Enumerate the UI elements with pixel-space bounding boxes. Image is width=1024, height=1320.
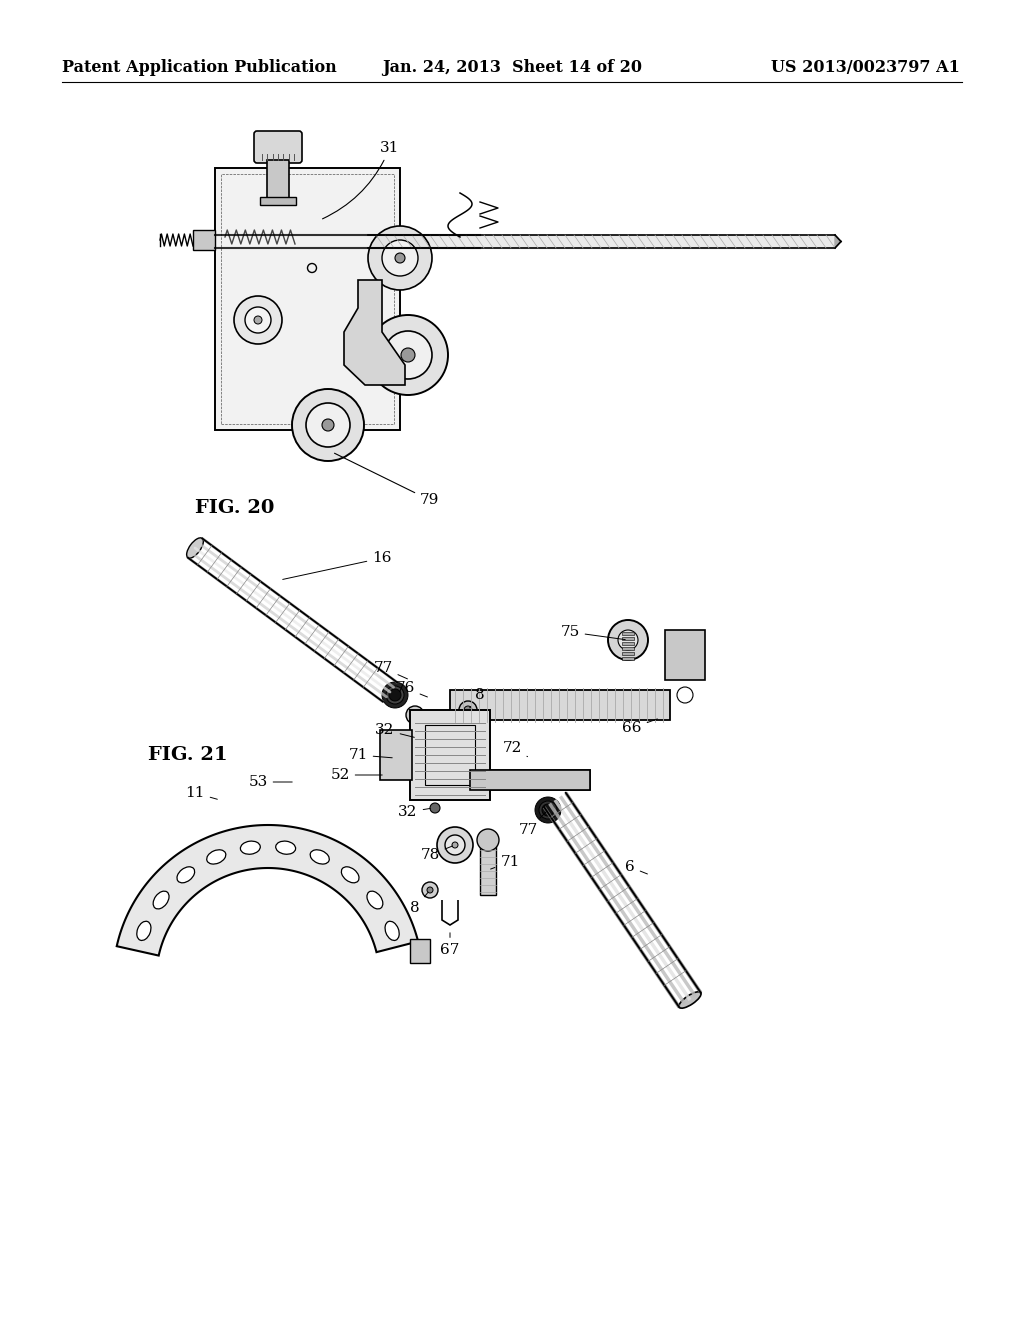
Ellipse shape <box>154 891 169 909</box>
Circle shape <box>384 331 432 379</box>
Circle shape <box>464 706 472 714</box>
Circle shape <box>292 389 364 461</box>
Text: 32: 32 <box>398 805 430 818</box>
Text: US 2013/0023797 A1: US 2013/0023797 A1 <box>771 59 961 77</box>
Ellipse shape <box>177 867 195 883</box>
Ellipse shape <box>367 891 383 909</box>
Circle shape <box>322 418 334 432</box>
Text: 71: 71 <box>348 748 392 762</box>
Circle shape <box>306 403 350 447</box>
Polygon shape <box>344 280 406 385</box>
Bar <box>490 770 590 789</box>
Text: 16: 16 <box>283 550 392 579</box>
Text: 76: 76 <box>395 681 427 697</box>
Text: FIG. 21: FIG. 21 <box>148 746 227 764</box>
Circle shape <box>677 686 693 704</box>
Text: 8: 8 <box>411 892 428 915</box>
Circle shape <box>254 315 262 323</box>
Circle shape <box>386 686 404 704</box>
Bar <box>622 638 634 640</box>
Circle shape <box>608 620 648 660</box>
Bar <box>425 725 475 785</box>
Circle shape <box>368 315 449 395</box>
Bar <box>622 657 634 660</box>
Bar <box>410 710 490 800</box>
Text: 71: 71 <box>490 855 520 869</box>
Circle shape <box>542 804 554 816</box>
Circle shape <box>445 836 465 855</box>
Circle shape <box>452 842 458 847</box>
Text: 79: 79 <box>335 453 439 507</box>
Text: 72: 72 <box>503 741 527 756</box>
Circle shape <box>539 801 557 818</box>
Bar <box>480 845 496 895</box>
Ellipse shape <box>310 850 330 865</box>
Polygon shape <box>117 825 418 956</box>
Text: 6: 6 <box>625 861 647 874</box>
Circle shape <box>411 711 419 719</box>
Ellipse shape <box>679 991 701 1008</box>
Text: 53: 53 <box>249 775 292 789</box>
Text: Patent Application Publication: Patent Application Publication <box>62 59 337 77</box>
Circle shape <box>395 253 406 263</box>
Circle shape <box>401 348 415 362</box>
Circle shape <box>234 296 282 345</box>
Bar <box>622 647 634 649</box>
Bar <box>193 230 215 249</box>
Bar <box>450 690 670 719</box>
Ellipse shape <box>186 537 204 558</box>
Polygon shape <box>835 235 841 248</box>
Text: 8: 8 <box>470 688 484 708</box>
Text: 66: 66 <box>623 719 657 735</box>
Circle shape <box>437 828 473 863</box>
Circle shape <box>618 630 638 649</box>
Circle shape <box>382 240 418 276</box>
Bar <box>260 197 296 205</box>
Bar <box>470 770 590 789</box>
Bar <box>358 235 370 248</box>
Text: 75: 75 <box>560 624 626 640</box>
Ellipse shape <box>275 841 296 854</box>
Bar <box>215 168 400 430</box>
Text: 78: 78 <box>421 846 453 862</box>
Circle shape <box>477 829 499 851</box>
Bar <box>622 632 634 635</box>
Text: 77: 77 <box>518 812 546 837</box>
Ellipse shape <box>341 867 359 883</box>
Circle shape <box>459 701 477 719</box>
Bar <box>665 630 705 680</box>
Circle shape <box>430 803 440 813</box>
Text: FIG. 20: FIG. 20 <box>195 499 274 517</box>
Text: 67: 67 <box>440 933 460 957</box>
Circle shape <box>368 226 432 290</box>
Ellipse shape <box>137 921 151 940</box>
Ellipse shape <box>207 850 226 865</box>
Bar <box>411 939 430 964</box>
Circle shape <box>422 882 438 898</box>
Ellipse shape <box>385 921 399 940</box>
Circle shape <box>382 682 408 708</box>
Ellipse shape <box>241 841 260 854</box>
Text: 32: 32 <box>376 723 415 738</box>
Text: 11: 11 <box>185 785 217 800</box>
Bar <box>267 160 289 201</box>
Circle shape <box>245 308 271 333</box>
Bar <box>622 652 634 655</box>
Circle shape <box>427 887 433 894</box>
Circle shape <box>389 689 401 701</box>
Bar <box>380 730 412 780</box>
FancyBboxPatch shape <box>254 131 302 162</box>
Text: 31: 31 <box>323 141 399 219</box>
Bar <box>622 642 634 645</box>
Circle shape <box>406 706 424 723</box>
Text: 52: 52 <box>331 768 382 781</box>
Text: Jan. 24, 2013  Sheet 14 of 20: Jan. 24, 2013 Sheet 14 of 20 <box>382 59 642 77</box>
Text: 77: 77 <box>374 661 408 678</box>
Bar <box>221 174 394 424</box>
Circle shape <box>535 797 561 822</box>
